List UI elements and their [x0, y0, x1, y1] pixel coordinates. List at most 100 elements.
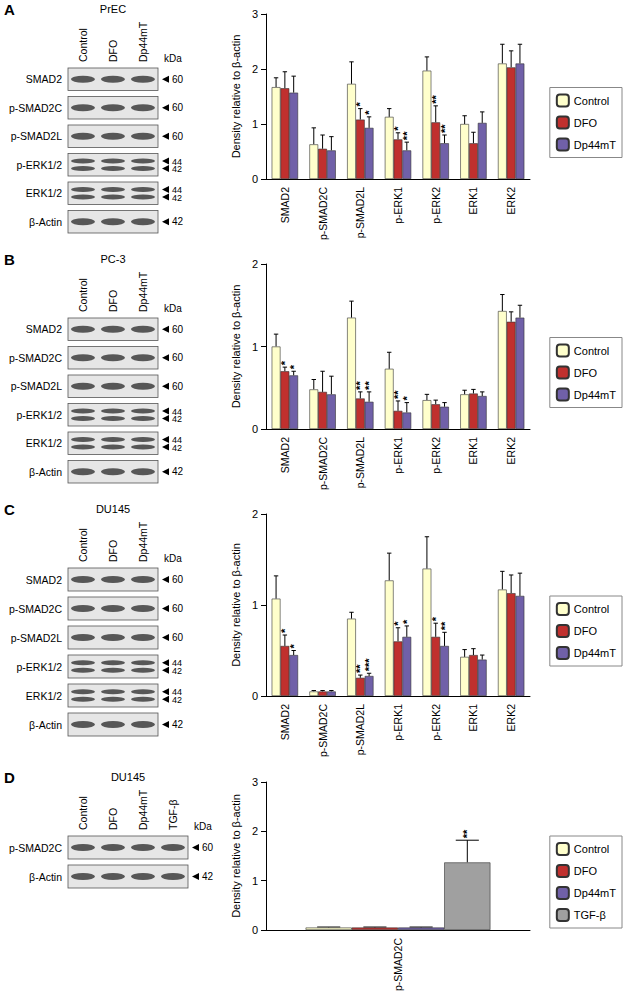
svg-text:**: **	[439, 621, 451, 630]
svg-text:DFO: DFO	[107, 290, 119, 312]
svg-text:42: 42	[172, 216, 184, 227]
svg-text:3: 3	[252, 8, 258, 20]
svg-text:Control: Control	[77, 28, 89, 62]
svg-text:*: *	[392, 126, 404, 131]
svg-text:β-Actin: β-Actin	[29, 871, 62, 883]
svg-text:p-ERK1: p-ERK1	[392, 437, 404, 474]
svg-text:Dp44mT: Dp44mT	[137, 271, 149, 312]
svg-text:42: 42	[172, 414, 182, 424]
svg-text:42: 42	[172, 443, 182, 453]
svg-text:60: 60	[172, 131, 184, 142]
svg-text:p-ERK1/2: p-ERK1/2	[16, 159, 62, 171]
svg-text:ERK2: ERK2	[505, 704, 517, 732]
svg-text:60: 60	[172, 102, 184, 113]
svg-text:DFO: DFO	[107, 540, 119, 562]
svg-text:1: 1	[252, 875, 258, 887]
svg-text:2: 2	[252, 825, 258, 837]
svg-text:kDa: kDa	[164, 553, 182, 564]
svg-text:Dp44mT: Dp44mT	[574, 647, 616, 659]
svg-text:p-ERK2: p-ERK2	[430, 187, 442, 224]
svg-text:**: **	[430, 95, 442, 104]
svg-text:Control: Control	[574, 843, 609, 855]
svg-text:42: 42	[172, 719, 184, 730]
svg-text:60: 60	[172, 324, 184, 335]
svg-text:p-ERK1: p-ERK1	[392, 704, 404, 741]
svg-text:p-SMAD2L: p-SMAD2L	[354, 704, 366, 756]
svg-text:SMAD2: SMAD2	[26, 574, 62, 586]
svg-text:p-SMAD2L: p-SMAD2L	[11, 632, 63, 644]
svg-text:β-Actin: β-Actin	[29, 216, 62, 228]
svg-text:1: 1	[252, 599, 258, 611]
svg-text:kDa: kDa	[194, 821, 212, 832]
svg-text:SMAD2: SMAD2	[26, 323, 62, 335]
svg-text:2: 2	[252, 258, 258, 270]
svg-text:42: 42	[172, 466, 184, 477]
svg-text:DFO: DFO	[107, 40, 119, 62]
svg-text:42: 42	[202, 871, 214, 882]
svg-text:PrEC: PrEC	[100, 3, 126, 15]
svg-text:0: 0	[252, 173, 258, 185]
svg-text:p-SMAD2C: p-SMAD2C	[317, 704, 329, 758]
svg-text:p-SMAD2C: p-SMAD2C	[392, 938, 404, 992]
svg-text:DFO: DFO	[574, 865, 598, 877]
svg-text:DU145: DU145	[111, 771, 145, 783]
svg-text:PC-3: PC-3	[100, 253, 125, 265]
svg-text:p-SMAD2L: p-SMAD2L	[11, 130, 63, 142]
svg-text:0: 0	[252, 423, 258, 435]
svg-text:*: *	[430, 616, 442, 621]
svg-text:*: *	[401, 396, 413, 401]
svg-text:1: 1	[252, 118, 258, 130]
svg-text:2: 2	[252, 508, 258, 520]
svg-text:60: 60	[172, 574, 184, 585]
svg-text:3: 3	[252, 776, 258, 788]
svg-text:DU145: DU145	[96, 503, 130, 515]
svg-text:Density relative to β-actin: Density relative to β-actin	[230, 285, 242, 409]
svg-text:Dp44mT: Dp44mT	[574, 887, 616, 899]
svg-text:Density relative to β-actin: Density relative to β-actin	[230, 543, 242, 667]
svg-text:60: 60	[172, 352, 184, 363]
svg-text:*: *	[401, 619, 413, 624]
svg-text:ERK2: ERK2	[505, 187, 517, 215]
svg-text:ERK1/2: ERK1/2	[26, 437, 62, 449]
svg-text:60: 60	[172, 74, 184, 85]
svg-text:ERK1: ERK1	[467, 187, 479, 215]
svg-text:1: 1	[252, 341, 258, 353]
svg-text:kDa: kDa	[164, 53, 182, 64]
svg-text:42: 42	[172, 666, 182, 676]
svg-text:Density relative to β-actin: Density relative to β-actin	[230, 35, 242, 159]
svg-text:Dp44mT: Dp44mT	[574, 139, 616, 151]
svg-text:Density relative to β-actin: Density relative to β-actin	[230, 794, 242, 918]
svg-text:Dp44mT: Dp44mT	[137, 521, 149, 562]
svg-text:**: **	[461, 829, 473, 838]
svg-text:p-ERK1: p-ERK1	[392, 187, 404, 224]
svg-text:β-Actin: β-Actin	[29, 466, 62, 478]
svg-text:SMAD2: SMAD2	[279, 437, 291, 473]
svg-text:TGF-β: TGF-β	[167, 799, 179, 830]
svg-text:p-SMAD2C: p-SMAD2C	[317, 437, 329, 491]
svg-text:DFO: DFO	[107, 808, 119, 830]
svg-text:**: **	[439, 124, 451, 133]
svg-text:60: 60	[172, 381, 184, 392]
svg-text:42: 42	[172, 164, 182, 174]
svg-text:ERK1/2: ERK1/2	[26, 187, 62, 199]
svg-text:p-ERK1/2: p-ERK1/2	[16, 661, 62, 673]
svg-text:C: C	[4, 501, 15, 518]
svg-text:Control: Control	[574, 95, 609, 107]
svg-text:A: A	[4, 1, 15, 18]
svg-text:p-SMAD2C: p-SMAD2C	[9, 352, 63, 364]
svg-text:SMAD2: SMAD2	[279, 187, 291, 223]
svg-text:**: **	[401, 131, 413, 140]
svg-text:DFO: DFO	[574, 367, 598, 379]
svg-text:p-ERK2: p-ERK2	[430, 437, 442, 474]
svg-text:*: *	[354, 102, 366, 107]
svg-text:p-ERK2: p-ERK2	[430, 704, 442, 741]
svg-text:p-SMAD2C: p-SMAD2C	[317, 187, 329, 241]
svg-text:B: B	[4, 251, 15, 268]
svg-text:ERK1/2: ERK1/2	[26, 690, 62, 702]
svg-text:β-Actin: β-Actin	[29, 719, 62, 731]
svg-text:p-SMAD2C: p-SMAD2C	[9, 842, 63, 854]
svg-text:Control: Control	[77, 278, 89, 312]
svg-text:*: *	[279, 628, 291, 633]
svg-text:SMAD2: SMAD2	[26, 73, 62, 85]
svg-text:Control: Control	[574, 603, 609, 615]
